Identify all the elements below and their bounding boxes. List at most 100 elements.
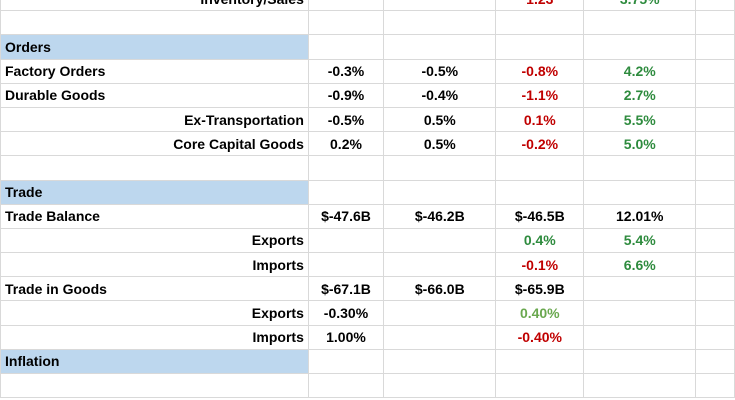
value-cell[interactable] — [383, 227, 497, 254]
row-label-cell[interactable]: Exports — [0, 227, 309, 254]
empty-cell[interactable] — [583, 179, 697, 205]
empty-cell[interactable] — [383, 179, 497, 205]
value-cell[interactable] — [383, 0, 497, 12]
value-cell[interactable]: 0.4% — [495, 227, 585, 254]
empty-cell[interactable] — [583, 348, 697, 375]
empty-cell[interactable] — [383, 10, 497, 36]
row-label-cell[interactable]: Durable Goods — [0, 82, 309, 108]
empty-cell[interactable] — [695, 324, 735, 350]
value-cell[interactable]: -0.2% — [495, 131, 585, 157]
empty-cell[interactable] — [695, 348, 735, 375]
value-cell[interactable]: $-46.5B — [495, 203, 585, 229]
value-cell[interactable] — [383, 300, 497, 326]
row-label-cell[interactable]: Factory Orders — [0, 58, 309, 84]
empty-cell[interactable] — [583, 10, 697, 36]
value-cell[interactable]: 0.40% — [495, 300, 585, 326]
value-cell[interactable]: 3.75% — [583, 0, 697, 12]
empty-cell[interactable] — [583, 34, 697, 60]
value-cell[interactable]: -0.30% — [307, 300, 385, 326]
empty-cell[interactable] — [695, 252, 735, 278]
empty-cell[interactable] — [695, 203, 735, 229]
section-title-cell[interactable]: Inflation — [0, 348, 309, 375]
empty-cell[interactable] — [383, 348, 497, 375]
value-cell[interactable]: $-67.1B — [307, 276, 385, 302]
empty-cell[interactable] — [383, 34, 497, 60]
value-cell[interactable]: 2.7% — [583, 82, 697, 108]
value-cell[interactable]: -0.5% — [383, 58, 497, 84]
value-cell[interactable]: 5.0% — [583, 131, 697, 157]
empty-cell[interactable] — [695, 155, 735, 181]
section-title-cell[interactable]: Trade — [0, 179, 309, 205]
value-cell[interactable]: -0.8% — [495, 58, 585, 84]
empty-cell[interactable] — [583, 372, 697, 399]
empty-cell[interactable] — [695, 106, 735, 133]
value-cell[interactable] — [307, 227, 385, 254]
empty-cell[interactable] — [495, 155, 585, 181]
empty-cell[interactable] — [495, 179, 585, 205]
empty-cell[interactable] — [383, 155, 497, 181]
empty-cell[interactable] — [695, 34, 735, 60]
row-label-cell[interactable]: Trade in Goods — [0, 276, 309, 302]
value-cell[interactable]: -1.1% — [495, 82, 585, 108]
value-cell[interactable] — [583, 300, 697, 326]
row-label-cell[interactable]: Ex-Transportation — [0, 106, 309, 133]
value-cell[interactable]: $-66.0B — [383, 276, 497, 302]
value-cell[interactable]: -0.5% — [307, 106, 385, 133]
empty-cell[interactable] — [695, 10, 735, 36]
empty-cell[interactable] — [0, 372, 309, 399]
empty-cell[interactable] — [695, 227, 735, 254]
empty-cell[interactable] — [495, 372, 585, 399]
empty-cell[interactable] — [695, 131, 735, 157]
value-cell[interactable]: 1.00% — [307, 324, 385, 350]
row-label-cell[interactable]: Imports — [0, 252, 309, 278]
value-cell[interactable]: 12.01% — [583, 203, 697, 229]
value-cell[interactable]: $-47.6B — [307, 203, 385, 229]
empty-cell[interactable] — [0, 155, 309, 181]
empty-cell[interactable] — [695, 276, 735, 302]
empty-cell[interactable] — [307, 10, 385, 36]
empty-cell[interactable] — [695, 58, 735, 84]
row-label-cell[interactable]: Trade Balance — [0, 203, 309, 229]
value-cell[interactable]: 0.5% — [383, 106, 497, 133]
value-cell[interactable] — [583, 276, 697, 302]
empty-cell[interactable] — [695, 82, 735, 108]
empty-cell[interactable] — [695, 179, 735, 205]
empty-cell[interactable] — [0, 10, 309, 36]
row-label-cell[interactable]: Core Capital Goods — [0, 131, 309, 157]
value-cell[interactable]: 0.2% — [307, 131, 385, 157]
value-cell[interactable]: 5.5% — [583, 106, 697, 133]
row-label-cell[interactable]: Imports — [0, 324, 309, 350]
value-cell[interactable]: -0.3% — [307, 58, 385, 84]
empty-cell[interactable] — [495, 34, 585, 60]
empty-cell[interactable] — [307, 179, 385, 205]
empty-cell[interactable] — [307, 155, 385, 181]
value-cell[interactable]: -0.4% — [383, 82, 497, 108]
empty-cell[interactable] — [495, 10, 585, 36]
empty-cell[interactable] — [695, 372, 735, 399]
value-cell[interactable] — [383, 324, 497, 350]
value-cell[interactable] — [307, 0, 385, 12]
empty-cell[interactable] — [695, 300, 735, 326]
empty-cell[interactable] — [495, 348, 585, 375]
value-cell[interactable]: 1.23 — [495, 0, 585, 12]
empty-cell[interactable] — [307, 348, 385, 375]
value-cell[interactable]: -0.9% — [307, 82, 385, 108]
value-cell[interactable]: 0.5% — [383, 131, 497, 157]
row-label-cell[interactable]: Inventory/Sales — [0, 0, 309, 12]
value-cell[interactable]: -0.40% — [495, 324, 585, 350]
row-label-cell[interactable]: Exports — [0, 300, 309, 326]
value-cell[interactable]: 6.6% — [583, 252, 697, 278]
empty-cell[interactable] — [383, 372, 497, 399]
value-cell[interactable]: -0.1% — [495, 252, 585, 278]
empty-cell[interactable] — [307, 372, 385, 399]
section-title-cell[interactable]: Orders — [0, 34, 309, 60]
empty-cell[interactable] — [695, 0, 735, 12]
value-cell[interactable]: 0.1% — [495, 106, 585, 133]
value-cell[interactable]: 5.4% — [583, 227, 697, 254]
empty-cell[interactable] — [583, 155, 697, 181]
value-cell[interactable]: 4.2% — [583, 58, 697, 84]
value-cell[interactable]: $-65.9B — [495, 276, 585, 302]
value-cell[interactable]: $-46.2B — [383, 203, 497, 229]
value-cell[interactable] — [583, 324, 697, 350]
value-cell[interactable] — [307, 252, 385, 278]
